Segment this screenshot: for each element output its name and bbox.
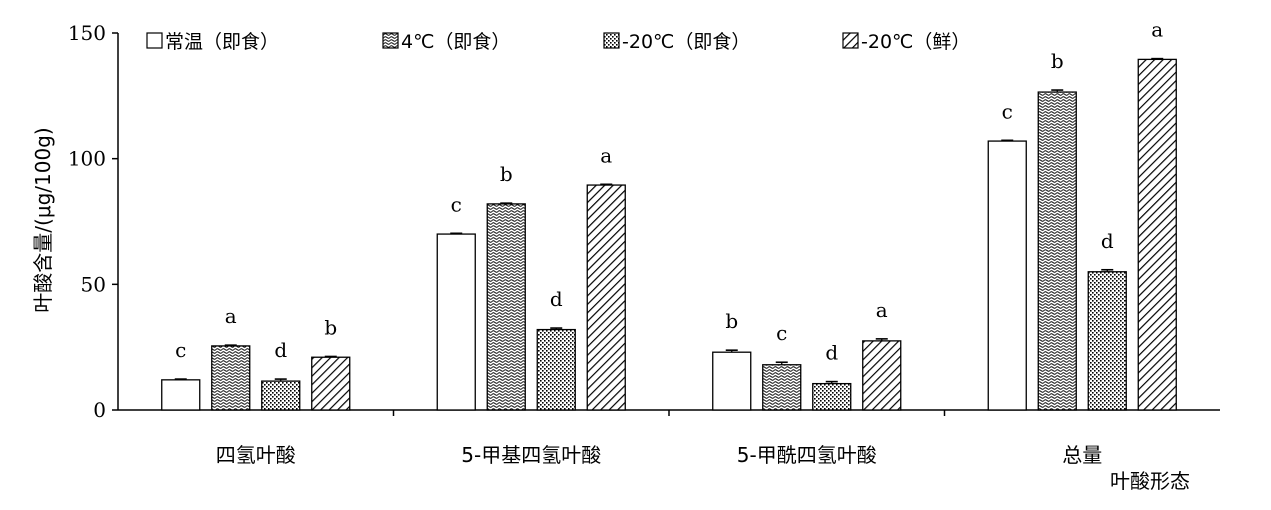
legend: 常温（即食） 4℃（即食） -20℃（即食） -20℃（鲜） <box>146 31 970 53</box>
significance-label: d <box>825 341 838 365</box>
bar <box>311 356 351 411</box>
significance-label: b <box>725 309 738 333</box>
significance-label: c <box>175 338 186 362</box>
x-axis-label: 叶酸形态 <box>1110 469 1190 493</box>
legend-swatch <box>842 32 859 49</box>
bar <box>536 328 576 411</box>
significance-label: d <box>274 338 287 362</box>
bar <box>161 379 201 411</box>
bar <box>261 380 301 411</box>
bar <box>812 382 852 411</box>
bar <box>436 233 476 411</box>
legend-label: -20℃（即食） <box>622 31 750 53</box>
significance-label: c <box>776 321 787 345</box>
bar <box>762 364 802 411</box>
bar <box>712 351 752 411</box>
y-axis-label: 叶酸含量/(μg/100g) <box>31 127 55 312</box>
significance-label: d <box>550 287 563 311</box>
y-tick-label: 100 <box>68 147 106 171</box>
legend-swatch <box>603 32 620 49</box>
significance-label: a <box>225 304 237 328</box>
x-category-label: 总量 <box>1062 443 1102 467</box>
bars: c a d b c b d a b c d a c b d a <box>161 18 1177 411</box>
legend-label: 常温（即食） <box>165 31 279 53</box>
y-tick-label: 0 <box>93 398 106 422</box>
legend-label: -20℃（鲜） <box>861 31 970 53</box>
bar <box>1137 58 1177 411</box>
x-category-label: 四氢叶酸 <box>216 443 296 467</box>
significance-label: d <box>1101 229 1114 253</box>
bar <box>486 203 526 411</box>
significance-label: c <box>1002 99 1013 123</box>
bar <box>586 184 626 411</box>
legend-swatch <box>146 32 163 49</box>
significance-label: b <box>500 162 513 186</box>
bar <box>1087 271 1127 411</box>
significance-label: c <box>451 192 462 216</box>
significance-label: b <box>324 315 337 339</box>
significance-label: b <box>1051 49 1064 73</box>
x-categories: 四氢叶酸 5-甲基四氢叶酸 5-甲酰四氢叶酸 总量 <box>216 410 1102 467</box>
bar <box>211 345 251 411</box>
x-category-label: 5-甲酰四氢叶酸 <box>737 443 877 467</box>
y-tick-label: 150 <box>68 21 106 45</box>
significance-label: a <box>876 298 888 322</box>
significance-label: a <box>600 143 612 167</box>
bar <box>1037 91 1077 411</box>
bar <box>987 140 1027 411</box>
y-tick-label: 50 <box>81 272 106 296</box>
bar <box>862 340 902 411</box>
y-ticks: 0 50 100 150 <box>68 21 118 422</box>
significance-label: a <box>1151 18 1163 42</box>
legend-swatch <box>382 32 399 49</box>
legend-label: 4℃（即食） <box>401 31 510 53</box>
x-category-label: 5-甲基四氢叶酸 <box>461 443 601 467</box>
